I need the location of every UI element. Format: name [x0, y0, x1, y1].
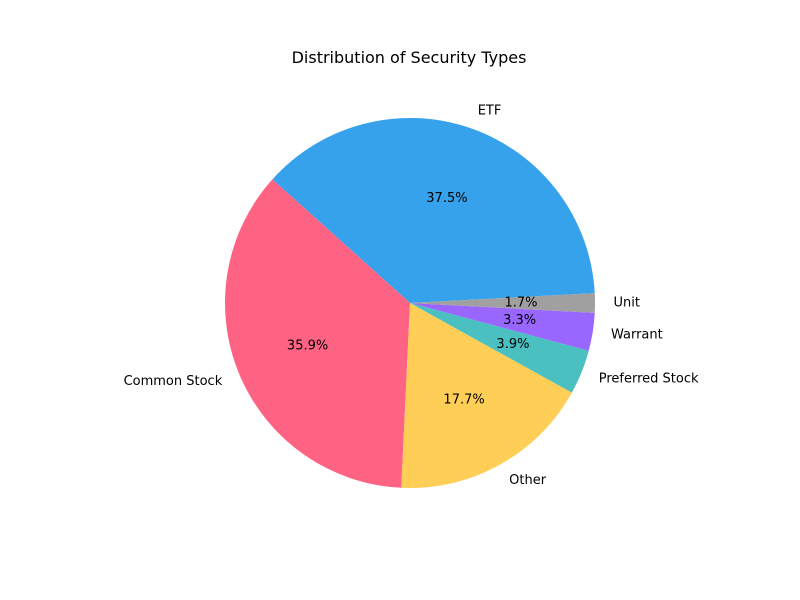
slice-label-warrant: Warrant [611, 327, 663, 342]
pie-percent-labels: 37.5% 35.9% 17.7% 3.9% 3.3% 1.7% [287, 191, 538, 408]
percent-label-preferred-stock: 3.9% [496, 337, 529, 352]
chart-title: Distribution of Security Types [292, 48, 527, 67]
pie-slice-warrant [410, 303, 595, 351]
pie-labels: ETF Common Stock Other Preferred Stock Warra… [124, 104, 699, 489]
pie-slices [225, 117, 596, 488]
slice-label-unit: Unit [614, 296, 640, 311]
slice-label-other: Other [509, 473, 547, 488]
slice-label-etf: ETF [478, 104, 502, 119]
pie-slice-preferred-stock [410, 303, 589, 393]
pie-slice-etf [272, 117, 595, 303]
slice-label-common-stock: Common Stock [124, 374, 223, 389]
percent-label-etf: 37.5% [426, 191, 467, 206]
pie-slice-other [401, 303, 572, 488]
pie-slice-unit [410, 293, 596, 313]
percent-label-common-stock: 35.9% [287, 338, 328, 353]
slice-label-preferred-stock: Preferred Stock [599, 372, 699, 387]
percent-label-other: 17.7% [443, 392, 484, 407]
pie-slice-common-stock [225, 179, 410, 488]
percent-label-unit: 1.7% [504, 296, 537, 311]
percent-label-warrant: 3.3% [503, 313, 536, 328]
